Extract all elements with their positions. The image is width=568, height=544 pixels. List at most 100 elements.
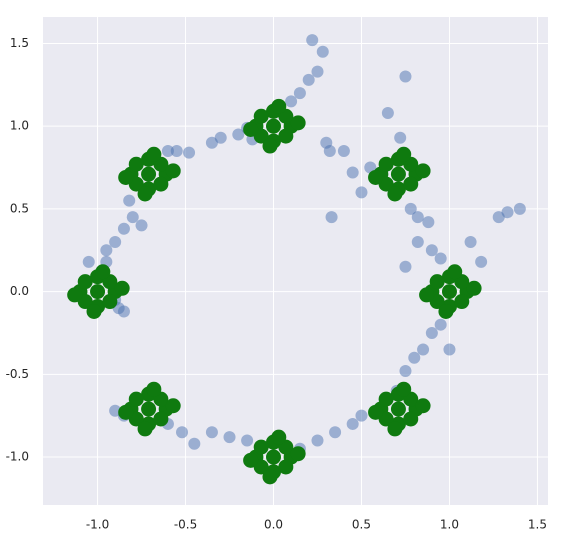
point <box>394 131 407 144</box>
point <box>118 404 134 420</box>
point <box>243 121 259 137</box>
point <box>271 98 287 114</box>
point <box>425 326 438 339</box>
point <box>316 45 329 58</box>
point <box>278 459 294 475</box>
point <box>223 431 236 444</box>
point <box>117 222 130 235</box>
point <box>415 398 431 414</box>
point <box>243 452 259 468</box>
point <box>302 73 315 86</box>
point <box>443 343 456 356</box>
point <box>329 426 342 439</box>
point <box>176 426 189 439</box>
point <box>253 439 269 455</box>
point <box>109 235 122 248</box>
point <box>271 429 287 445</box>
point <box>475 255 488 268</box>
x-tick-label: 0.0 <box>264 518 283 532</box>
point <box>214 131 227 144</box>
point <box>492 211 505 224</box>
point <box>241 434 254 447</box>
point <box>408 351 421 364</box>
point <box>290 115 306 131</box>
point <box>311 65 324 78</box>
point <box>232 128 245 141</box>
point <box>137 421 153 437</box>
y-tick-label: -0.5 <box>6 367 29 381</box>
point <box>128 391 144 407</box>
point <box>90 284 106 300</box>
point <box>396 381 412 397</box>
y-tick-label: 0.5 <box>10 201 29 215</box>
point <box>266 118 282 134</box>
point <box>137 186 153 202</box>
point <box>346 166 359 179</box>
point <box>161 144 174 157</box>
point <box>278 128 294 144</box>
point <box>205 136 218 149</box>
point <box>128 156 144 172</box>
point <box>135 219 148 232</box>
y-tick-label: 0.0 <box>10 284 29 298</box>
point <box>337 144 350 157</box>
point <box>253 108 269 124</box>
x-tick-label: -0.5 <box>174 518 197 532</box>
point <box>123 194 136 207</box>
point <box>387 186 403 202</box>
point <box>404 202 417 215</box>
point <box>126 211 139 224</box>
point <box>425 244 438 257</box>
point <box>368 169 384 185</box>
point <box>399 365 412 378</box>
point <box>466 280 482 296</box>
point <box>146 381 162 397</box>
point <box>109 404 122 417</box>
point <box>355 409 368 422</box>
point <box>146 146 162 162</box>
point <box>77 274 93 290</box>
point <box>306 34 319 47</box>
point <box>415 163 431 179</box>
point <box>325 211 338 224</box>
point <box>403 411 419 427</box>
point <box>378 391 394 407</box>
point <box>399 260 412 273</box>
point <box>86 303 102 319</box>
y-tick-label: 1.0 <box>10 119 29 133</box>
point <box>390 166 406 182</box>
point <box>141 166 157 182</box>
point <box>285 95 298 108</box>
point <box>429 274 445 290</box>
point <box>346 417 359 430</box>
point <box>403 176 419 192</box>
point <box>153 411 169 427</box>
point <box>141 401 157 417</box>
point <box>205 426 218 439</box>
point <box>411 235 424 248</box>
y-tick-label: -1.0 <box>6 450 29 464</box>
point <box>434 252 447 265</box>
point <box>170 144 183 157</box>
point <box>290 446 306 462</box>
point <box>67 287 83 303</box>
point <box>153 176 169 192</box>
point <box>262 138 278 154</box>
point <box>434 318 447 331</box>
point <box>368 404 384 420</box>
x-tick-label: 1.0 <box>440 518 459 532</box>
point <box>117 305 130 318</box>
point <box>183 146 196 159</box>
point <box>293 87 306 100</box>
point <box>266 449 282 465</box>
point <box>396 146 412 162</box>
point <box>411 211 424 224</box>
point <box>501 206 514 219</box>
x-tick-label: 1.5 <box>528 518 547 532</box>
point <box>102 294 118 310</box>
point <box>95 264 111 280</box>
x-tick-label: -1.0 <box>86 518 109 532</box>
point <box>323 144 336 157</box>
point <box>422 216 435 229</box>
